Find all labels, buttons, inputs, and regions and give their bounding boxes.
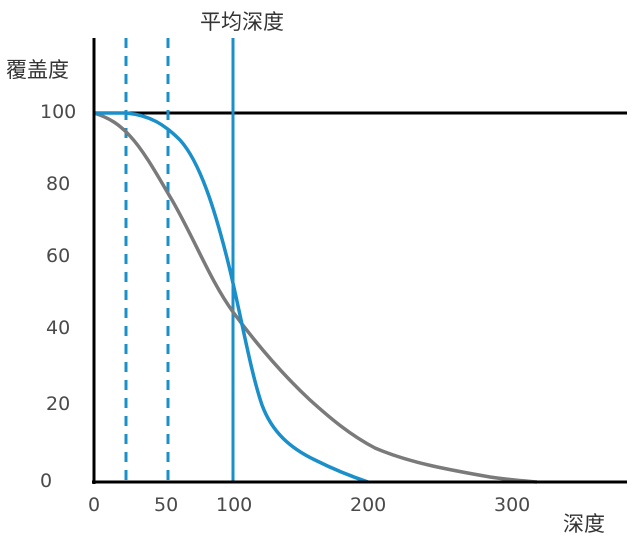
- y-tick-20: 20: [46, 393, 71, 415]
- mean-depth-label: 平均深度: [200, 10, 284, 34]
- blue-curve: [94, 111, 369, 484]
- x-tick-50: 50: [154, 494, 179, 516]
- y-tick-100: 100: [40, 101, 77, 123]
- y-tick-40: 40: [46, 317, 71, 339]
- y-tick-80: 80: [46, 173, 71, 195]
- x-tick-300: 300: [494, 494, 531, 516]
- x-tick-200: 200: [350, 494, 387, 516]
- x-tick-100: 100: [216, 494, 253, 516]
- gray-curve: [93, 111, 538, 484]
- y-tick-60: 60: [46, 245, 71, 267]
- y-axis-title: 覆盖度: [6, 58, 69, 82]
- x-tick-0: 0: [88, 494, 101, 516]
- x-axis-title: 深度: [563, 512, 605, 536]
- y-tick-0: 0: [40, 470, 53, 492]
